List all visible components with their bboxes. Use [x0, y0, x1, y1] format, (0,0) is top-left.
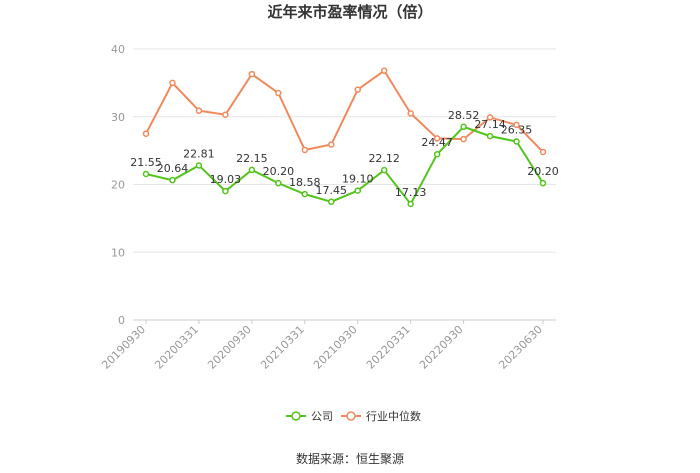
- data-label: 20.20: [527, 165, 559, 178]
- data-point: [486, 114, 494, 121]
- data-label: 22.12: [368, 152, 400, 165]
- data-label: 27.14: [474, 118, 506, 131]
- legend-marker: [346, 411, 356, 421]
- data-point: [222, 111, 229, 118]
- data-point: [222, 187, 229, 195]
- data-point: [460, 123, 467, 131]
- x-tick-label: 20220331: [364, 323, 413, 372]
- series-line-0: [145, 125, 544, 206]
- y-tick-label: 0: [118, 314, 125, 327]
- data-label: 21.55: [130, 156, 162, 169]
- x-tick-label: 20200331: [152, 323, 201, 372]
- legend-item-1[interactable]: 行业中位数: [341, 409, 421, 423]
- legend-label: 公司: [311, 410, 333, 423]
- data-label: 20.64: [157, 162, 189, 175]
- x-tick-label: 20200930: [205, 323, 254, 372]
- x-tick-label: 20210331: [258, 323, 307, 372]
- y-tick-label: 30: [111, 111, 125, 124]
- data-label: 17.45: [316, 184, 348, 197]
- data-label: 18.58: [289, 176, 321, 189]
- data-point: [301, 146, 309, 154]
- data-point: [169, 79, 176, 87]
- data-label: 17.13: [395, 186, 427, 199]
- data-point: [407, 110, 414, 117]
- data-point: [460, 135, 467, 143]
- data-point: [433, 150, 441, 158]
- data-point: [539, 179, 547, 187]
- data-point: [248, 166, 256, 174]
- data-point: [142, 170, 150, 178]
- source-note: 数据来源：恒生聚源: [296, 451, 404, 466]
- x-tick-label: 20220930: [417, 323, 466, 372]
- data-point: [195, 107, 203, 114]
- y-axis-ticks: 0 10 20 30 40: [111, 43, 125, 327]
- data-label: 24.47: [421, 136, 453, 149]
- data-point: [486, 132, 494, 140]
- series-group: 21.5520.6422.8119.0322.1520.2018.5817.45…: [130, 67, 559, 208]
- data-point: [142, 130, 150, 137]
- y-tick-label: 10: [111, 246, 125, 259]
- x-tick-label: 20190930: [99, 323, 148, 372]
- y-tick-label: 40: [111, 43, 125, 56]
- data-label: 26.35: [501, 123, 533, 136]
- data-label: 22.81: [183, 147, 215, 160]
- data-point: [195, 162, 203, 169]
- legend-label: 行业中位数: [366, 409, 421, 423]
- data-label: 20.20: [263, 165, 295, 178]
- data-point: [275, 179, 282, 187]
- x-tick-label: 20230630: [496, 323, 545, 372]
- data-point: [248, 70, 256, 78]
- data-label: 19.03: [210, 173, 242, 186]
- data-point: [433, 135, 441, 142]
- chart-title: 近年来市盈率情况（倍）: [267, 3, 432, 21]
- series-line-1: [145, 69, 544, 153]
- x-tick-label: 20210930: [311, 323, 360, 372]
- data-label: 22.15: [236, 152, 268, 165]
- legend[interactable]: 公司 行业中位数: [286, 409, 421, 423]
- y-tick-label: 20: [111, 179, 125, 192]
- data-point: [539, 148, 547, 156]
- data-point: [328, 141, 335, 148]
- data-point: [513, 121, 520, 129]
- legend-item-0[interactable]: 公司: [286, 410, 333, 423]
- data-point: [354, 86, 361, 93]
- data-point: [354, 187, 361, 194]
- data-point: [407, 200, 414, 208]
- data-point: [380, 67, 388, 74]
- data-point: [380, 166, 388, 174]
- data-point: [275, 89, 282, 97]
- data-label: 28.52: [448, 109, 480, 122]
- data-point: [328, 198, 335, 206]
- x-axis: 20190930 20200331 20200930 20210331 20210930…: [99, 319, 556, 372]
- data-point: [513, 138, 520, 145]
- legend-marker: [291, 411, 301, 421]
- data-point: [301, 190, 309, 198]
- data-label: 19.10: [342, 173, 374, 186]
- data-point: [169, 176, 176, 184]
